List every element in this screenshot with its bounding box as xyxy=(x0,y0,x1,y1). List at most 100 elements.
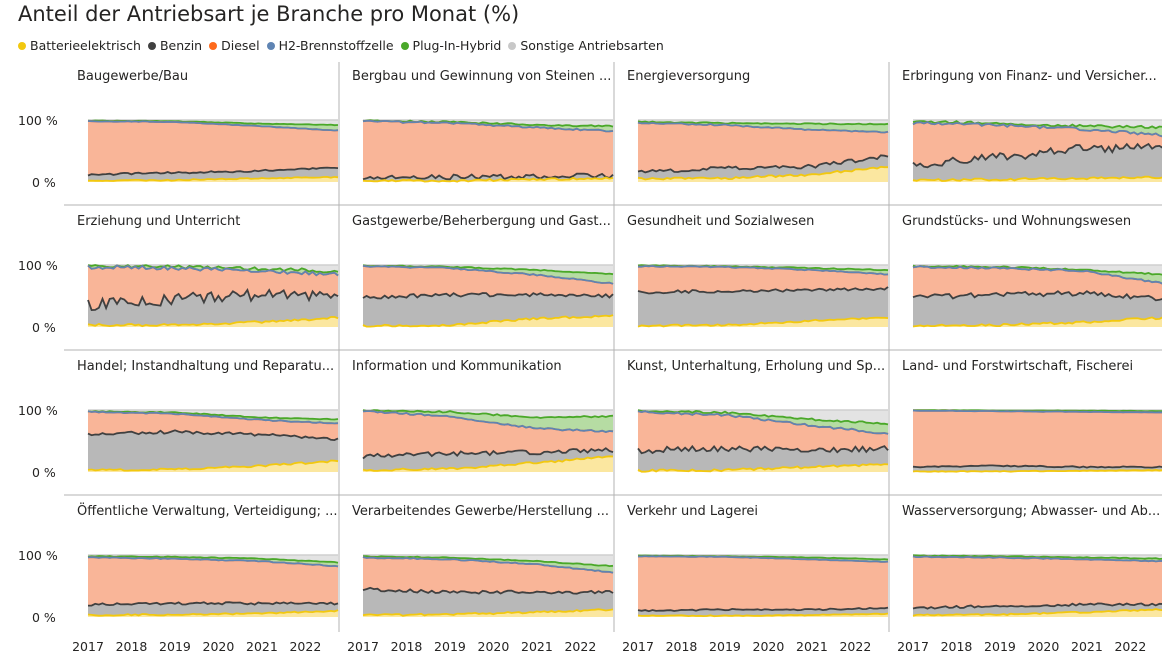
x-tick-label: 2021 xyxy=(1071,639,1103,654)
line-batterieelektrisch xyxy=(912,316,1162,328)
line-plug-in-hybrid xyxy=(912,120,1162,130)
line-batterieelektrisch xyxy=(912,468,1162,473)
line-benzin xyxy=(637,154,889,174)
line-plug-in-hybrid xyxy=(362,409,614,419)
line-h2 xyxy=(912,121,1162,138)
legend-item[interactable]: Sonstige Antriebsarten xyxy=(508,38,664,53)
area-diesel xyxy=(88,411,338,441)
line-batterieelektrisch xyxy=(637,463,889,473)
line-benzin xyxy=(637,606,889,613)
panel-title: Verarbeitendes Gewerbe/Herstellung ... xyxy=(352,504,609,519)
panel: Gastgewerbe/Beherbergung und Gast... xyxy=(352,214,614,328)
x-tick-label: 2018 xyxy=(666,639,698,654)
line-benzin xyxy=(362,447,614,460)
line-plug-in-hybrid xyxy=(362,264,614,276)
chart-title: Anteil der Antriebsart je Branche pro Mo… xyxy=(18,2,520,26)
panel: Erbringung von Finanz- und Versicher... xyxy=(902,69,1162,182)
line-benzin xyxy=(87,166,339,177)
x-tick-label: 2018 xyxy=(941,639,973,654)
area-diesel xyxy=(913,122,1162,168)
line-batterieelektrisch xyxy=(362,314,614,328)
line-plug-in-hybrid xyxy=(912,264,1162,276)
x-tick-label: 2021 xyxy=(796,639,828,654)
area-benzin xyxy=(88,290,338,327)
line-batterieelektrisch xyxy=(362,176,614,183)
y-tick-label: 0 % xyxy=(32,610,56,625)
panel: Handel; Instandhaltung und Reparatu... xyxy=(77,359,339,472)
area-diesel xyxy=(88,557,338,606)
line-h2 xyxy=(638,555,889,563)
area-sonstige xyxy=(363,410,613,418)
line-h2 xyxy=(87,556,339,568)
x-tick-label: 2020 xyxy=(203,639,235,654)
legend-item[interactable]: Benzin xyxy=(147,38,202,53)
legend-label: Diesel xyxy=(221,38,260,53)
y-tick-label: 100 % xyxy=(18,258,58,273)
area-sonstige xyxy=(88,120,338,126)
legend-label: Sonstige Antriebsarten xyxy=(520,38,664,53)
legend: Batterieelektrisch Benzin Diesel H2-Brennst… xyxy=(18,38,671,53)
panel: Gesundheit und Sozialwesen xyxy=(627,214,889,328)
area-sonstige xyxy=(88,555,338,563)
legend-item[interactable]: Batterieelektrisch xyxy=(18,38,141,53)
area-sonstige xyxy=(88,265,338,273)
line-batterieelektrisch xyxy=(87,315,339,328)
x-tick-label: 2018 xyxy=(391,639,423,654)
line-batterieelektrisch xyxy=(362,608,614,617)
line-benzin xyxy=(912,290,1162,302)
area-benzin xyxy=(88,430,338,471)
line-batterieelektrisch xyxy=(637,612,889,618)
line-h2 xyxy=(362,556,614,574)
area-batterieelektrisch xyxy=(88,460,338,472)
line-batterieelektrisch xyxy=(637,316,889,328)
legend-marker-icon xyxy=(18,41,26,50)
legend-label: Batterieelektrisch xyxy=(30,38,141,53)
line-h2 xyxy=(912,555,1162,563)
area-sonstige xyxy=(913,120,1162,129)
panel-title: Handel; Instandhaltung und Reparatu... xyxy=(77,359,334,374)
line-plug-in-hybrid xyxy=(87,555,339,564)
line-plug-in-hybrid xyxy=(637,409,889,426)
line-benzin xyxy=(912,602,1162,610)
panel-title: Gastgewerbe/Beherbergung und Gast... xyxy=(352,214,611,229)
panel-title: Gesundheit und Sozialwesen xyxy=(627,214,814,229)
panel-title: Land- und Forstwirtschaft, Fischerei xyxy=(902,359,1133,374)
area-batterieelektrisch xyxy=(363,456,613,472)
y-tick-label: 100 % xyxy=(18,113,58,128)
line-benzin xyxy=(637,286,889,295)
line-batterieelektrisch xyxy=(912,608,1162,617)
panel: Energieversorgung xyxy=(627,69,889,182)
line-h2 xyxy=(912,409,1162,414)
panel-title: Information und Kommunikation xyxy=(352,359,562,374)
line-benzin xyxy=(87,288,339,312)
x-tick-label: 2019 xyxy=(709,639,741,654)
area-sonstige xyxy=(363,265,613,275)
panel-title: Wasserversorgung; Abwasser- und Ab... xyxy=(902,504,1160,519)
legend-marker-icon xyxy=(209,41,218,50)
area-sonstige xyxy=(638,555,888,560)
x-tick-label: 2020 xyxy=(478,639,510,654)
line-h2 xyxy=(362,265,614,285)
line-batterieelektrisch xyxy=(362,455,614,472)
area-benzin xyxy=(363,587,613,616)
legend-item[interactable]: Diesel xyxy=(209,38,260,53)
legend-item[interactable]: H2-Brennstoffzelle xyxy=(266,38,394,53)
line-benzin xyxy=(637,444,889,455)
panel-title: Verkehr und Lagerei xyxy=(627,504,758,519)
x-tick-label: 2019 xyxy=(159,639,191,654)
area-sonstige xyxy=(913,265,1162,275)
panel: Öffentliche Verwaltung, Verteidigung; ..… xyxy=(77,502,339,617)
line-batterieelektrisch xyxy=(912,175,1162,182)
line-benzin xyxy=(362,172,614,181)
x-tick-label: 2022 xyxy=(839,639,871,654)
line-h2 xyxy=(912,265,1162,285)
panel: Land- und Forstwirtschaft, Fischerei xyxy=(902,359,1162,473)
line-benzin xyxy=(912,142,1162,169)
legend-item[interactable]: Plug-In-Hybrid xyxy=(400,38,501,53)
line-batterieelektrisch xyxy=(87,459,339,472)
panel-title: Energieversorgung xyxy=(627,69,750,84)
panel: Verarbeitendes Gewerbe/Herstellung ... xyxy=(352,504,614,617)
legend-label: H2-Brennstoffzelle xyxy=(278,38,394,53)
panel: Erziehung und Unterricht xyxy=(77,214,339,328)
